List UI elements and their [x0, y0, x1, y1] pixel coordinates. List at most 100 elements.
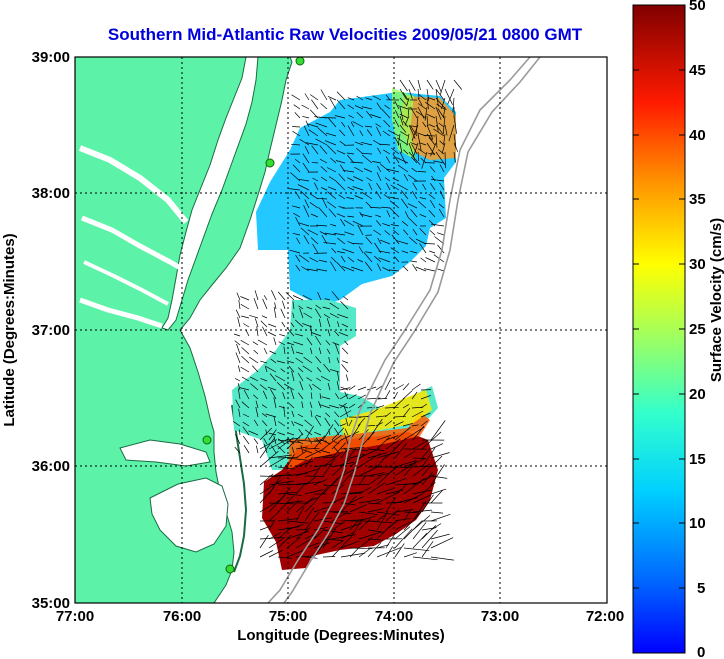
velocity-arrow [423, 243, 436, 245]
velocity-arrow [331, 469, 347, 486]
velocity-arrow [402, 390, 413, 400]
velocity-arrow [311, 99, 319, 110]
velocity-arrow [403, 426, 425, 441]
velocity-arrow [262, 390, 268, 400]
velocity-arrow [378, 250, 391, 254]
velocity-arrow [376, 491, 400, 504]
y-tick-label: 38:00 [32, 185, 70, 202]
velocity-arrow [290, 388, 295, 400]
velocity-arrow [288, 432, 295, 436]
velocity-arrow [275, 375, 286, 382]
velocity-arrow [417, 148, 427, 155]
velocity-arrow [396, 183, 409, 191]
velocity-arrow [304, 425, 314, 441]
colorbar-tick-label: 40 [689, 127, 706, 144]
velocity-arrow [393, 415, 406, 418]
velocity-arrow [358, 453, 381, 468]
velocity-arrow [412, 515, 431, 531]
velocity-arrow [399, 151, 407, 165]
velocity-arrow [402, 404, 409, 409]
velocity-arrow [336, 261, 346, 272]
velocity-arrow [408, 236, 418, 245]
velocity-arrow [412, 264, 418, 272]
velocity-arrow [319, 231, 328, 236]
velocity-arrow [345, 374, 349, 382]
velocity-arrow [412, 474, 435, 486]
velocity-arrow [391, 234, 400, 245]
velocity-arrow [340, 301, 349, 310]
velocity-arrow [420, 403, 427, 409]
velocity-arrow [300, 227, 310, 236]
velocity-arrow [315, 304, 322, 310]
velocity-arrow [389, 200, 400, 209]
velocity-arrow [352, 186, 364, 191]
velocity-arrow [385, 182, 391, 191]
velocity-arrow [411, 391, 418, 400]
velocity-arrow [341, 347, 349, 355]
velocity-arrow [313, 505, 333, 513]
velocity-arrow [347, 215, 355, 218]
velocity-arrow [376, 434, 392, 441]
velocity-arrow [411, 191, 418, 200]
velocity-arrow [386, 210, 391, 218]
y-tick-label: 37:00 [32, 322, 70, 339]
velocity-arrow [234, 340, 241, 346]
velocity-arrow [329, 261, 337, 272]
velocity-arrow [235, 309, 241, 319]
velocity-arrow [329, 98, 337, 110]
velocity-arrow [382, 267, 391, 272]
velocity-arrow [399, 142, 403, 154]
velocity-arrow [333, 446, 340, 454]
velocity-arrow [373, 229, 382, 236]
velocity-arrow [403, 450, 416, 459]
velocity-arrow [315, 308, 322, 319]
velocity-arrow [322, 529, 344, 534]
velocity-arrow [277, 518, 299, 522]
velocity-arrow [347, 104, 355, 110]
velocity-arrow [234, 446, 241, 454]
velocity-arrow [327, 186, 337, 191]
velocity-arrow [322, 458, 336, 477]
velocity-arrow [385, 156, 391, 164]
velocity-arrow [376, 511, 400, 516]
velocity-arrow [243, 323, 250, 328]
velocity-arrow [255, 406, 259, 418]
velocity-arrow [349, 496, 364, 504]
velocity-arrow [310, 237, 319, 245]
velocity-arrow [304, 497, 319, 504]
velocity-arrow [277, 495, 295, 513]
velocity-arrow [286, 457, 307, 461]
velocity-arrow [322, 477, 339, 495]
velocity-arrow [309, 401, 313, 409]
velocity-arrow [372, 95, 382, 101]
velocity-arrow [421, 465, 431, 477]
velocity-arrow [385, 497, 396, 513]
colorbar-tick-label: 15 [689, 451, 706, 468]
velocity-arrow [259, 499, 280, 513]
velocity-arrow [320, 176, 328, 182]
y-axis-label: Latitude (Degrees:Minutes) [1, 233, 18, 426]
velocity-arrow [394, 528, 413, 549]
velocity-arrow [339, 403, 347, 409]
velocity-arrow [322, 456, 337, 459]
velocity-arrow [320, 450, 331, 454]
velocity-arrow [439, 164, 445, 173]
velocity-arrow [295, 467, 321, 477]
velocity-arrow [410, 260, 418, 263]
station-marker [202, 435, 212, 445]
velocity-arrow [366, 425, 376, 427]
velocity-arrow [389, 269, 400, 272]
velocity-arrow [277, 528, 291, 540]
velocity-arrow [375, 214, 382, 218]
velocity-arrow [406, 133, 410, 146]
velocity-arrow [361, 154, 373, 164]
velocity-arrow [402, 422, 413, 427]
velocity-arrow [238, 429, 241, 436]
velocity-arrow [240, 339, 250, 346]
velocity-arrow [435, 151, 446, 166]
velocity-arrow [338, 129, 346, 137]
velocity-arrow [259, 480, 281, 495]
velocity-arrow [406, 97, 410, 107]
velocity-arrow [341, 323, 349, 328]
velocity-arrow [322, 520, 341, 524]
